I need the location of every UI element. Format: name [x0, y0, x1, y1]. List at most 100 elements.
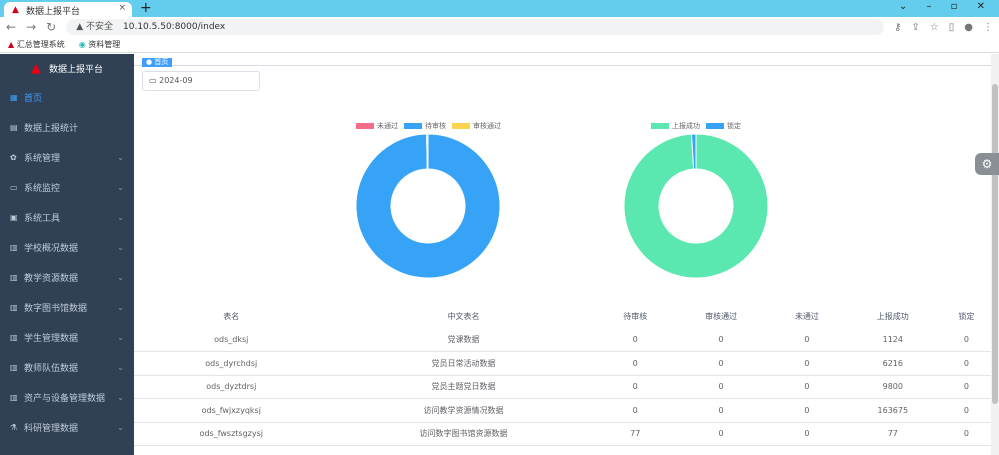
sidebar-item[interactable]: ▤ 数据上报统计 — [10, 122, 79, 134]
grid-icon: ▥ — [10, 272, 18, 282]
sidebar-item[interactable]: ✿ 系统管理 ⌄ — [10, 152, 124, 164]
chart2-legend: 上报成功 锁定 — [651, 121, 741, 131]
calendar-icon: ▭ — [149, 76, 157, 85]
brand[interactable]: ▲ 数据上报平台 — [30, 60, 103, 76]
table-cell: 0 — [598, 351, 673, 376]
table-cell: 9800 — [843, 375, 942, 399]
table-cell: 0 — [672, 375, 771, 399]
legend-item[interactable]: 锁定 — [706, 121, 741, 131]
sidebar-item[interactable]: ⚗ 科研管理数据 ⌄ — [10, 422, 124, 434]
table-row[interactable]: ods_dyztdrsj 党员主题党日数据 0 0 0 9800 0 — [134, 375, 991, 399]
table-cell: 0 — [770, 422, 844, 446]
legend-item[interactable]: 上报成功 — [651, 121, 700, 131]
column-header: 锁定 — [958, 311, 975, 321]
table-cell: 0 — [598, 328, 673, 352]
sidebar-item[interactable]: ▭ 系统监控 ⌄ — [10, 182, 124, 194]
tag-home[interactable]: ● 首页 — [142, 58, 173, 67]
report-donut-chart — [624, 134, 768, 278]
table-cell: 0 — [941, 351, 991, 376]
bookmark[interactable]: ◉ 资料管理 — [78, 40, 121, 49]
grid-icon: ▥ — [10, 392, 18, 402]
bookmarks-bar: ▲ 汇总管理系统 ◉ 资料管理 — [0, 37, 999, 53]
table-cell: 0 — [672, 351, 771, 376]
menu-icon[interactable]: ⋮ — [983, 21, 993, 33]
table-cell: 0 — [770, 328, 844, 352]
bookmark[interactable]: ▲ 汇总管理系统 — [8, 40, 65, 49]
status-donut-chart — [356, 134, 500, 278]
table-cell: 163675 — [843, 398, 942, 423]
table-cell: 党员主题党日数据 — [328, 375, 599, 399]
table-row[interactable]: ods_fwjxzyqksj 访问教学资源情况数据 0 0 0 163675 0 — [134, 398, 991, 423]
chevron-down-icon: ⌄ — [117, 422, 124, 432]
table-row[interactable]: ods_dksj 党课数据 0 0 0 1124 0 — [134, 328, 991, 352]
chevron-down-icon: ⌄ — [117, 182, 124, 192]
sidepanel-icon[interactable]: ▯ — [948, 21, 955, 33]
chevron-down-icon: ⌄ — [117, 242, 124, 252]
sidebar-item[interactable]: ▦ 首页 — [10, 92, 43, 104]
legend-item[interactable]: 待审核 — [404, 121, 446, 131]
table-icon: ▤ — [10, 122, 18, 132]
table-row[interactable]: ods_fwsztsgzysj 访问数字图书馆资源数据 77 0 0 77 0 — [134, 422, 991, 446]
donut-slice[interactable] — [426, 134, 429, 170]
table-cell: 0 — [770, 398, 844, 423]
browser-tab[interactable]: ▲ 数据上报平台 × — [4, 2, 132, 17]
donut-slice[interactable] — [356, 134, 500, 278]
donut-slice[interactable] — [624, 134, 768, 278]
dashboard-icon: ▦ — [10, 92, 18, 102]
profile-icon[interactable]: ● — [964, 21, 973, 33]
sidebar-item[interactable]: ▥ 资产与设备管理数据 ⌄ — [10, 392, 124, 404]
sidebar-item[interactable]: ▥ 数字图书馆数据 ⌄ — [10, 302, 124, 314]
column-header: 表名 — [223, 311, 240, 321]
chevron-down-icon: ⌄ — [117, 362, 124, 372]
chevron-down-icon: ⌄ — [117, 272, 124, 282]
table-cell: 0 — [672, 422, 771, 446]
table-cell: 0 — [672, 328, 771, 352]
tags-view: ● 首页 — [134, 54, 991, 67]
sidebar-item[interactable]: ▥ 教师队伍数据 ⌄ — [10, 362, 124, 374]
table-cell: 0 — [598, 398, 673, 423]
grid-icon: ▥ — [10, 332, 18, 342]
close-tab-icon[interactable]: × — [118, 3, 126, 13]
window-controls[interactable]: ⌄ – ▫ ✕ — [898, 1, 993, 12]
table-cell: 0 — [941, 328, 991, 352]
legend-item[interactable]: 审核通过 — [452, 121, 501, 131]
sidebar-item[interactable]: ▣ 系统工具 ⌄ — [10, 212, 124, 224]
address-bar-row: ← → ↻ ▲ 不安全 10.10.5.50:8000/index ⚷ ⇪ ☆ ▯ ● ⋮ — [0, 17, 999, 37]
star-icon[interactable]: ☆ — [929, 21, 939, 33]
table-cell: 0 — [941, 422, 991, 446]
donut-slice[interactable] — [690, 134, 697, 170]
report-table: 表名 中文表名 待审核 审核通过 未通过 上报成功 锁定 ods_dksj 党课数据 0 0 0 112… — [134, 304, 991, 446]
column-header: 未通过 — [794, 311, 819, 321]
share-icon[interactable]: ⇪ — [911, 21, 920, 33]
forward-icon[interactable]: → — [26, 20, 37, 34]
reload-icon[interactable]: ↻ — [46, 20, 57, 34]
chart1-legend: 未通过 待审核 审核通过 — [356, 121, 501, 131]
column-header: 上报成功 — [876, 311, 909, 321]
table-cell: 访问教学资源情况数据 — [328, 398, 599, 423]
tool-icon: ▣ — [10, 212, 18, 222]
chevron-down-icon: ⌄ — [117, 212, 124, 222]
monitor-icon: ▭ — [10, 182, 18, 192]
key-icon[interactable]: ⚷ — [894, 21, 902, 33]
logo-icon: ▲ — [30, 60, 41, 76]
month-picker[interactable]: ▭ 2024-09 — [142, 71, 260, 91]
table-cell: 77 — [843, 422, 942, 446]
chevron-down-icon: ⌄ — [117, 302, 124, 312]
column-header: 中文表名 — [447, 311, 480, 321]
table-cell: 0 — [770, 351, 844, 376]
new-tab-button[interactable]: + — [140, 0, 152, 16]
legend-item[interactable]: 未通过 — [356, 121, 398, 131]
grid-icon: ▥ — [10, 242, 18, 252]
back-icon[interactable]: ← — [6, 20, 17, 34]
table-row[interactable]: ods_dyrchdsj 党员日常活动数据 0 0 0 6216 0 — [134, 351, 991, 376]
column-header: 待审核 — [623, 311, 648, 321]
settings-gear-button[interactable]: ⚙ — [975, 153, 999, 175]
chevron-down-icon: ⌄ — [117, 152, 124, 162]
app-logo-icon: ▲ — [12, 5, 19, 15]
scrollbar[interactable] — [991, 54, 999, 455]
sidebar-item[interactable]: ▥ 学生管理数据 ⌄ — [10, 332, 124, 344]
url-input[interactable]: ▲ 不安全 10.10.5.50:8000/index — [66, 19, 885, 35]
grid-icon: ▥ — [10, 362, 18, 372]
sidebar-item[interactable]: ▥ 教学资源数据 ⌄ — [10, 272, 124, 284]
sidebar-item[interactable]: ▥ 学校概况数据 ⌄ — [10, 242, 124, 254]
